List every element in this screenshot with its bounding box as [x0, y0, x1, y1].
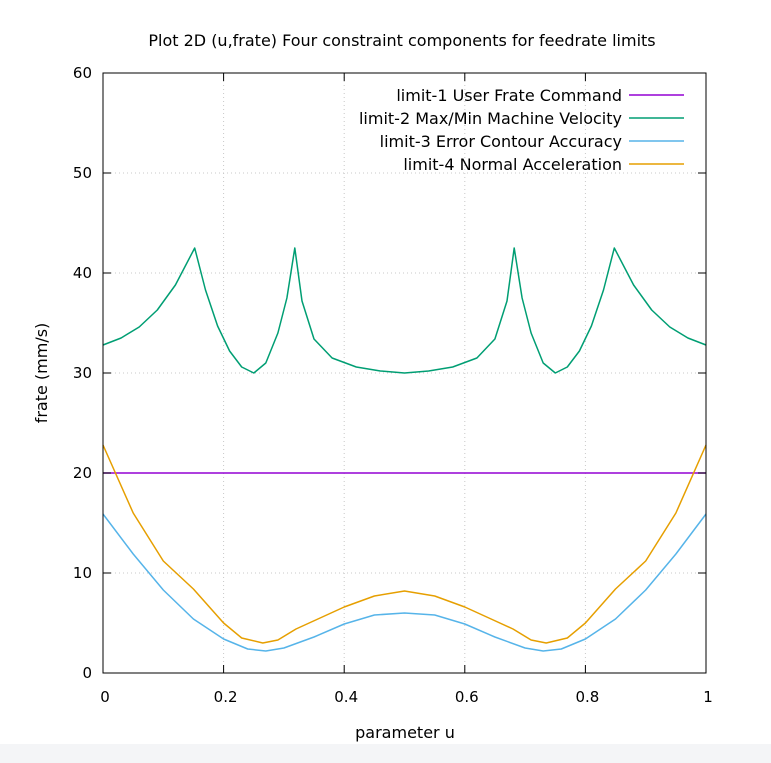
legend: limit-1 User Frate Command limit-2 Max/Mi…: [359, 86, 684, 174]
series-line-2: [102, 247, 707, 374]
series-line-4: [102, 444, 707, 644]
y-tick-labels: 0 10 20 30 40 50 60: [73, 64, 92, 682]
x-tick-labels: 0 0.2 0.4 0.6 0.8 1: [100, 688, 713, 706]
y-axis-label: frate (mm/s): [32, 323, 51, 424]
legend-label-3: limit-3 Error Contour Accuracy: [380, 132, 622, 151]
bottom-strip: [0, 744, 771, 763]
legend-label-1: limit-1 User Frate Command: [396, 86, 622, 105]
x-axis-label: parameter u: [355, 723, 455, 742]
x-tick-label: 0.6: [455, 688, 479, 706]
x-tick-label: 0.8: [575, 688, 599, 706]
chart: Plot 2D (u,frate) Four constraint compon…: [32, 31, 713, 742]
chart-title: Plot 2D (u,frate) Four constraint compon…: [148, 31, 655, 50]
x-tick-label: 0: [100, 688, 110, 706]
y-tick-label: 30: [73, 364, 92, 382]
series-line-3: [102, 513, 707, 652]
x-tick-label: 0.2: [214, 688, 238, 706]
series-layer: [102, 247, 707, 652]
y-tick-label: 20: [73, 464, 92, 482]
x-tick-label: 1: [703, 688, 713, 706]
y-tick-label: 40: [73, 264, 92, 282]
y-tick-label: 10: [73, 564, 92, 582]
legend-label-4: limit-4 Normal Acceleration: [403, 155, 622, 174]
ticks: [102, 72, 707, 674]
y-tick-label: 60: [73, 64, 92, 82]
y-tick-label: 50: [73, 164, 92, 182]
y-tick-label: 0: [82, 664, 92, 682]
x-tick-label: 0.4: [334, 688, 358, 706]
legend-label-2: limit-2 Max/Min Machine Velocity: [359, 109, 622, 128]
